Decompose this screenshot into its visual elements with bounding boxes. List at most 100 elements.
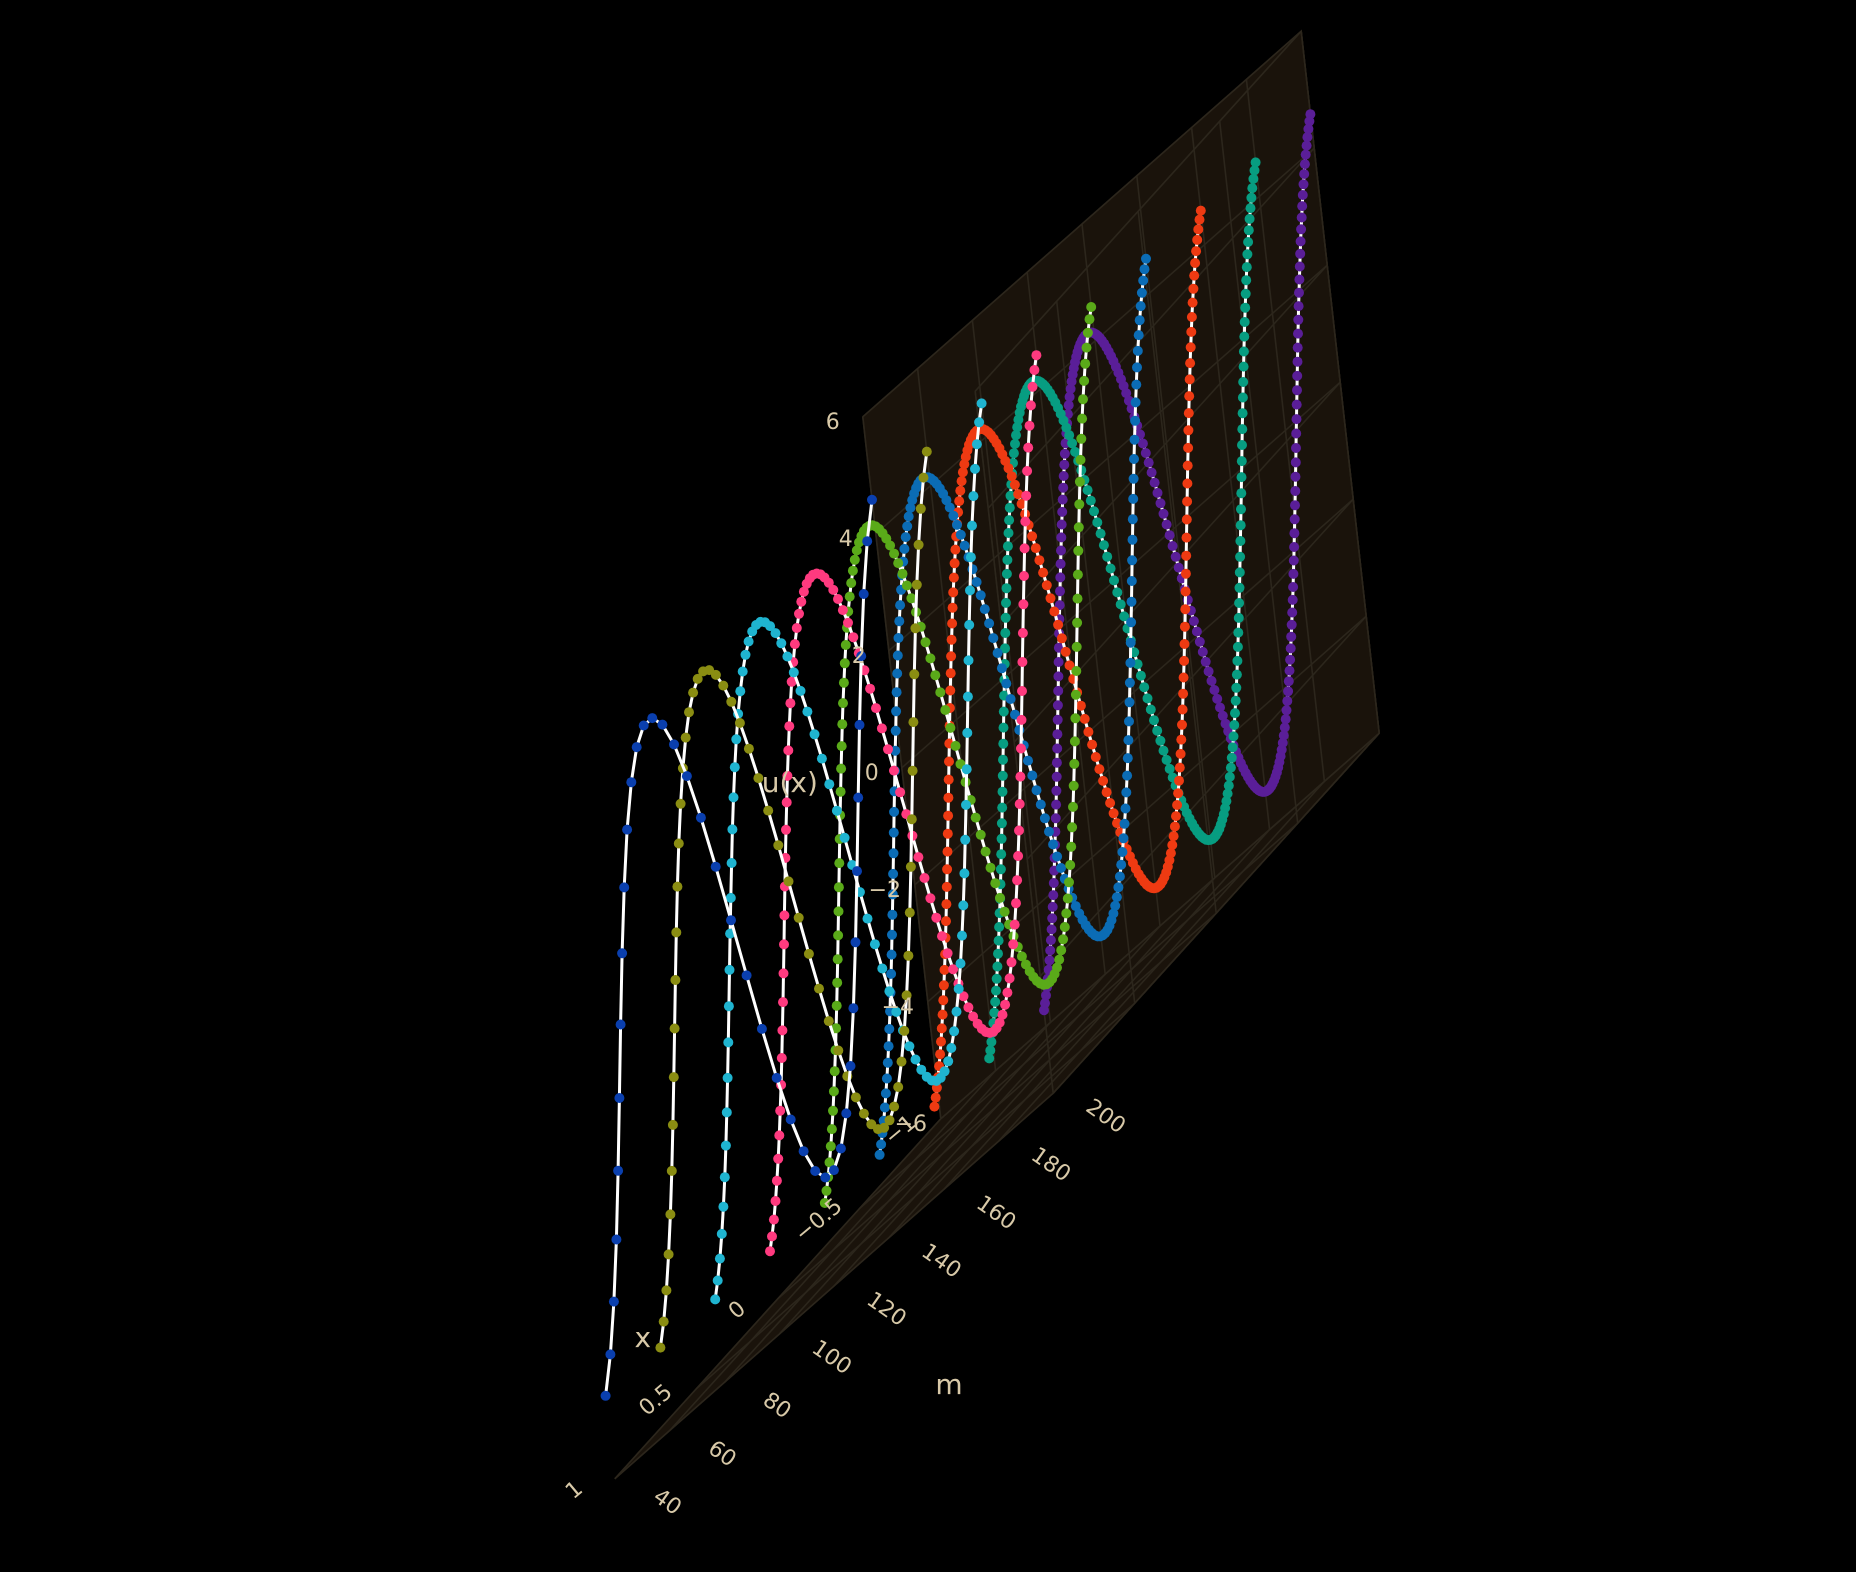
data-point (776, 1053, 787, 1063)
data-point (1125, 637, 1136, 648)
m-tick-label: 40 (648, 1484, 685, 1521)
data-point (1182, 478, 1193, 489)
data-point (1117, 847, 1128, 857)
data-point (778, 968, 789, 979)
data-point (1128, 493, 1139, 504)
data-point (1128, 473, 1139, 484)
data-point (1052, 729, 1063, 740)
data-point (943, 810, 954, 821)
data-point (688, 687, 699, 698)
data-point (936, 1023, 947, 1034)
data-point (1130, 397, 1141, 408)
data-point (1066, 841, 1077, 852)
data-point (1243, 237, 1254, 247)
data-point (908, 717, 919, 728)
grid-line-m-floor (943, 829, 1271, 1191)
data-point (1075, 454, 1086, 465)
data-point (1224, 771, 1235, 782)
data-point (684, 707, 694, 718)
data-point (1053, 671, 1064, 682)
data-point (1290, 486, 1301, 496)
data-point (1056, 633, 1067, 644)
data-point (793, 912, 804, 923)
data-point (1092, 517, 1103, 528)
data-point (1294, 287, 1304, 298)
series-m-120 (819, 302, 1097, 1208)
data-point (657, 719, 668, 730)
data-point (1293, 328, 1303, 339)
data-point (816, 753, 827, 764)
data-point (1146, 467, 1157, 478)
data-point (894, 616, 905, 627)
data-point (1179, 621, 1190, 632)
data-point (1039, 1005, 1049, 1016)
data-point (1089, 506, 1099, 517)
data-point (1084, 314, 1095, 325)
data-point (1074, 499, 1085, 510)
data-point (1133, 330, 1144, 341)
data-point (615, 1019, 626, 1030)
data-point (838, 677, 849, 688)
data-point (896, 1056, 907, 1067)
data-point (714, 1253, 725, 1264)
data-point (1168, 831, 1179, 842)
data-point (608, 1296, 619, 1307)
data-point (899, 543, 910, 554)
data-point (1212, 693, 1223, 704)
data-point (984, 1053, 995, 1064)
data-point (1240, 288, 1251, 299)
data-point (1180, 586, 1191, 597)
data-point (1098, 775, 1109, 786)
data-point (1303, 124, 1314, 134)
data-point (796, 596, 807, 607)
data-point (1177, 719, 1187, 730)
data-point (1127, 555, 1138, 566)
data-point (1001, 597, 1011, 608)
data-point (731, 734, 742, 745)
data-point (1030, 543, 1041, 554)
data-point (950, 544, 961, 555)
data-point (1019, 543, 1030, 554)
data-point (1017, 686, 1027, 696)
data-point (1191, 246, 1202, 257)
series-line-m-80 (713, 403, 984, 1300)
data-point (1057, 506, 1068, 517)
data-point (768, 1214, 779, 1225)
data-point (1232, 641, 1243, 652)
data-point (1288, 555, 1299, 566)
data-point (828, 1165, 839, 1176)
data-point (1174, 762, 1185, 773)
data-point (1005, 694, 1016, 704)
data-point (695, 812, 706, 823)
data-point (879, 1102, 890, 1113)
data-point (953, 983, 964, 994)
data-point (773, 1153, 784, 1164)
data-point (1039, 813, 1050, 824)
data-point (998, 722, 1009, 733)
data-point (998, 738, 1009, 749)
data-point (1041, 580, 1052, 591)
data-point (1138, 275, 1149, 286)
data-point (935, 1049, 946, 1060)
data-point (809, 729, 820, 740)
data-point (1227, 742, 1238, 753)
data-point (958, 991, 969, 1002)
data-point (825, 1141, 836, 1152)
data-point (1066, 376, 1077, 387)
series-m-200 (1039, 109, 1316, 1016)
grid-line-u-side (974, 30, 1302, 392)
data-point (1072, 617, 1083, 628)
data-point (1045, 935, 1056, 946)
data-point (1059, 922, 1070, 932)
data-point (1090, 752, 1101, 762)
data-point (1179, 655, 1190, 666)
data-point (1181, 550, 1192, 561)
data-point (1176, 734, 1187, 745)
data-point (1002, 554, 1013, 565)
data-point (756, 1023, 767, 1034)
data-point (1183, 425, 1194, 436)
data-point (839, 832, 850, 843)
data-point (882, 1057, 893, 1068)
x-tick-label: 0 (724, 1296, 751, 1324)
data-point (871, 703, 881, 714)
